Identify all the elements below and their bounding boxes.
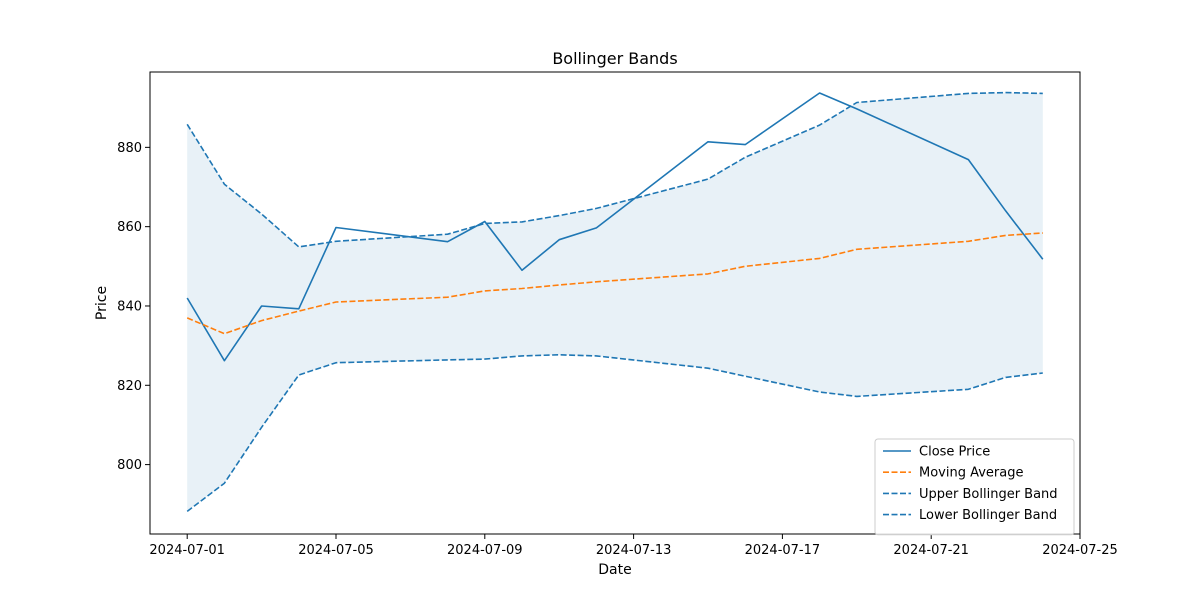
series-line-lower-bollinger-band [186, 354, 1043, 513]
legend: Close Price Moving Average Upper Bollinger… [874, 438, 1075, 536]
x-tick-label: 2024-07-17 [745, 543, 821, 558]
y-tick-label: 880 [117, 141, 142, 156]
legend-label-close-price: Close Price [919, 445, 990, 460]
y-axis-ticks: 800 820 840 860 880 [117, 141, 150, 473]
series-line-close-price [186, 92, 1044, 362]
legend-label-moving-average: Moving Average [919, 466, 1023, 481]
x-tick-label: 2024-07-13 [596, 543, 672, 558]
x-axis-ticks: 2024-07-01 2024-07-05 2024-07-09 2024-07-13… [149, 534, 1118, 558]
chart-title: Bollinger Bands [552, 49, 677, 68]
y-axis-label: Price [94, 286, 110, 320]
x-tick-label: 2024-07-05 [298, 543, 374, 558]
band-fill [187, 92, 1043, 512]
legend-label-upper-bollinger-band: Upper Bollinger Band [919, 487, 1058, 502]
plot-area [186, 91, 1044, 513]
y-tick-label: 800 [117, 458, 142, 473]
x-tick-label: 2024-07-21 [893, 543, 969, 558]
x-tick-label: 2024-07-01 [149, 543, 225, 558]
legend-box [874, 438, 1075, 536]
y-tick-label: 840 [117, 299, 142, 314]
y-tick-label: 820 [117, 379, 142, 394]
axes-frame [149, 71, 1081, 535]
y-tick-label: 860 [117, 220, 142, 235]
legend-label-lower-bollinger-band: Lower Bollinger Band [919, 508, 1057, 523]
x-axis-label: Date [598, 562, 631, 578]
x-tick-label: 2024-07-25 [1042, 543, 1118, 558]
series-line-moving-average [186, 232, 1043, 335]
series-line-upper-bollinger-band [186, 91, 1043, 248]
x-tick-label: 2024-07-09 [447, 543, 523, 558]
